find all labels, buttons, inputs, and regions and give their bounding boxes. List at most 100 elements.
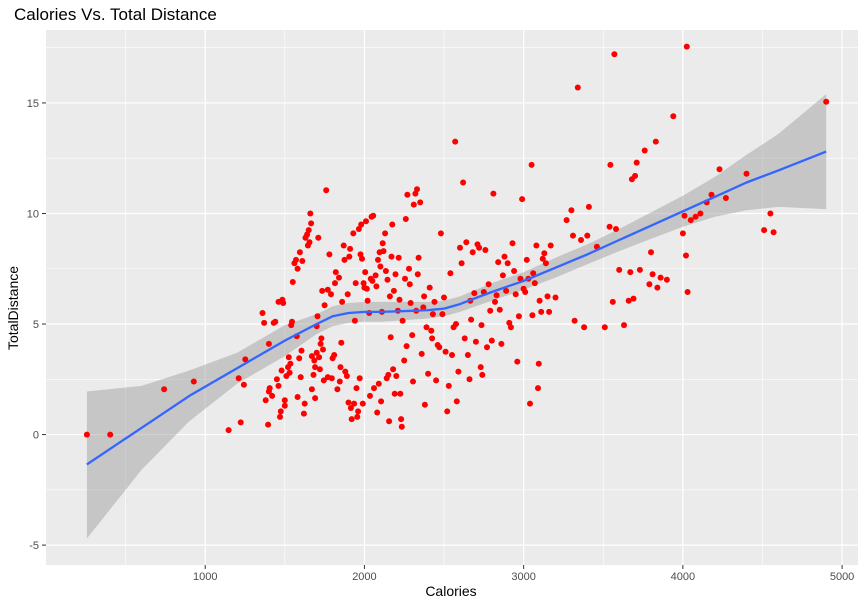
- data-point: [410, 201, 417, 208]
- data-point: [390, 287, 397, 294]
- data-point: [308, 353, 315, 360]
- data-point: [449, 352, 455, 358]
- data-point: [393, 373, 400, 379]
- data-point: [697, 210, 704, 217]
- x-tick-label: 1000: [193, 571, 217, 583]
- data-point: [498, 340, 505, 347]
- data-point: [190, 378, 197, 385]
- data-point: [289, 318, 295, 325]
- x-tick-label: 2000: [352, 571, 376, 583]
- data-point: [308, 220, 315, 227]
- data-point: [353, 385, 360, 392]
- data-point: [476, 244, 483, 251]
- data-point: [308, 386, 315, 393]
- data-point: [277, 408, 284, 415]
- data-point: [387, 334, 394, 341]
- data-point: [563, 217, 570, 224]
- data-point: [770, 229, 777, 236]
- data-point: [395, 254, 402, 261]
- data-point: [515, 313, 522, 320]
- data-point: [337, 364, 344, 371]
- data-point: [581, 324, 588, 331]
- data-point: [708, 191, 715, 198]
- data-point: [431, 298, 438, 305]
- data-point: [273, 376, 280, 383]
- data-point: [399, 317, 406, 324]
- data-point: [683, 43, 690, 50]
- data-point: [398, 416, 405, 423]
- data-point: [410, 378, 416, 385]
- data-point: [507, 324, 514, 331]
- data-point: [418, 350, 425, 357]
- data-point: [613, 226, 619, 232]
- data-point: [358, 221, 365, 228]
- data-point: [338, 339, 345, 346]
- data-point: [428, 327, 435, 334]
- data-point: [616, 266, 623, 273]
- data-point: [484, 344, 490, 351]
- data-point: [298, 347, 305, 354]
- data-point: [359, 255, 365, 262]
- data-point: [477, 364, 484, 371]
- data-point: [332, 269, 339, 276]
- smooth-line-layer: [86, 150, 827, 466]
- data-point: [415, 254, 422, 261]
- data-point: [570, 232, 576, 239]
- data-point: [281, 402, 288, 409]
- data-point: [479, 371, 486, 378]
- data-point: [397, 390, 404, 397]
- data-point: [370, 212, 377, 219]
- data-point: [320, 377, 327, 384]
- data-point: [417, 199, 424, 206]
- data-point: [328, 291, 334, 298]
- data-point: [225, 427, 232, 434]
- data-point: [107, 431, 114, 438]
- data-point: [285, 354, 292, 361]
- data-point: [375, 380, 382, 387]
- data-point: [351, 317, 358, 324]
- data-point: [468, 316, 475, 323]
- data-point: [627, 269, 634, 276]
- data-point: [354, 413, 361, 420]
- data-point: [313, 349, 320, 356]
- data-point: [632, 172, 639, 179]
- data-point: [259, 310, 266, 316]
- data-point: [336, 274, 342, 281]
- data-point: [319, 287, 326, 294]
- data-point: [535, 360, 542, 367]
- data-point: [351, 400, 358, 407]
- data-point: [683, 252, 689, 259]
- data-point: [621, 322, 627, 329]
- data-point: [334, 386, 341, 393]
- data-point: [533, 242, 540, 249]
- data-point: [716, 166, 723, 173]
- data-point: [527, 400, 533, 407]
- data-point: [407, 300, 414, 306]
- data-point: [316, 366, 323, 373]
- data-point: [386, 293, 393, 300]
- data-point: [360, 280, 367, 287]
- data-point: [384, 276, 391, 283]
- data-point: [455, 368, 462, 375]
- data-point: [514, 358, 521, 365]
- y-tick-label: 10: [27, 208, 39, 220]
- data-point: [379, 240, 386, 247]
- data-point: [307, 210, 314, 217]
- data-point: [499, 272, 506, 279]
- data-point: [272, 318, 279, 325]
- data-point: [546, 308, 553, 315]
- data-point: [496, 306, 503, 313]
- data-point: [485, 281, 492, 288]
- data-point: [528, 161, 535, 168]
- data-point: [347, 245, 354, 252]
- data-point: [453, 398, 460, 405]
- y-tick-label: -5: [29, 540, 39, 552]
- data-point: [538, 308, 545, 315]
- data-point: [367, 392, 373, 399]
- data-point: [336, 378, 343, 385]
- data-point: [266, 385, 273, 392]
- data-point: [509, 240, 516, 247]
- data-point: [235, 375, 242, 382]
- major-gridlines: [46, 30, 858, 565]
- data-point: [625, 297, 632, 304]
